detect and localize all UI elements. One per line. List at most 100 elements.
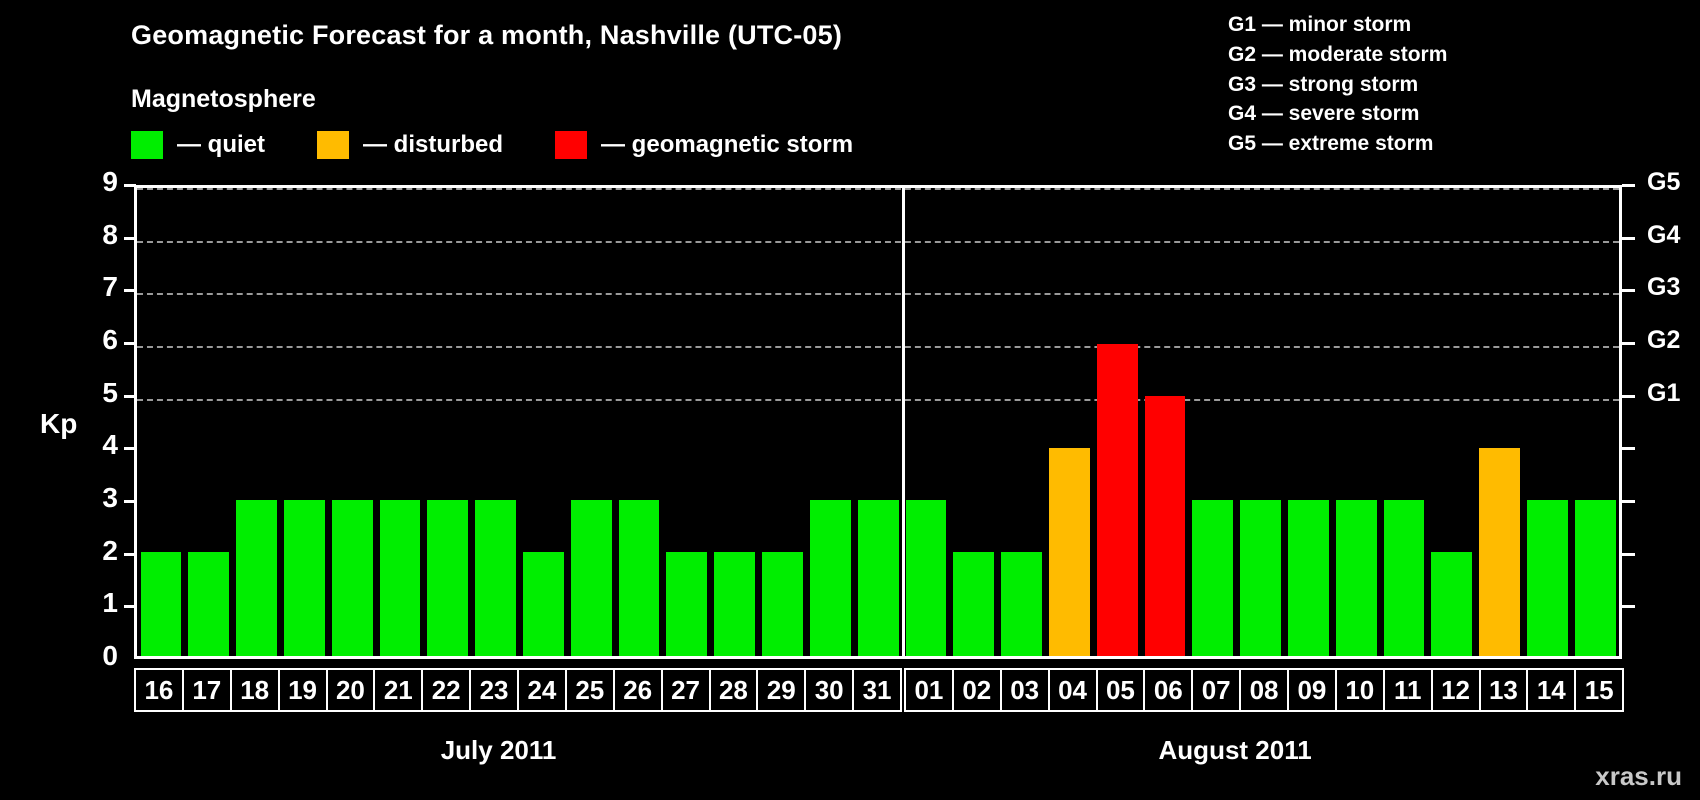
bar-cell [663, 188, 711, 656]
bar-day-17 [188, 552, 230, 656]
gridline-kp-7 [137, 293, 1619, 296]
bar-day-09 [1288, 500, 1329, 656]
right-axis-tick-2 [1622, 552, 1635, 556]
legend-item-quiet: — quiet [131, 131, 265, 159]
day-label-12: 12 [1430, 668, 1481, 712]
gridline-kp-6 [137, 346, 1619, 348]
bar-day-27 [666, 552, 708, 656]
right-axis-tick-1 [1622, 605, 1635, 609]
bar-cell [950, 188, 998, 656]
right-axis-tick-4 [1622, 447, 1635, 451]
y-tick-label-1: 1 [102, 587, 118, 619]
right-axis-tick-8 [1622, 236, 1635, 240]
day-label-08: 08 [1239, 668, 1289, 712]
g-scale-row-5: G5 — extreme storm [1228, 132, 1434, 156]
bar-cell [567, 188, 615, 656]
legend-swatch-quiet [131, 131, 163, 159]
y-tick-label-8: 8 [102, 218, 118, 250]
y-tick-label-3: 3 [102, 482, 118, 513]
day-label-01: 01 [904, 668, 954, 712]
day-label-14: 14 [1526, 668, 1577, 712]
legend-item-storm: — geomagnetic storm [555, 131, 853, 159]
bar-day-25 [570, 500, 612, 656]
bar-cell [376, 188, 424, 656]
magnetosphere-label: Magnetosphere [131, 85, 316, 113]
bar-day-19 [283, 500, 325, 656]
bar-cell [1045, 188, 1093, 656]
y-tick-2 [124, 552, 136, 556]
right-axis-tick-3 [1622, 500, 1635, 503]
y-tick-label-7: 7 [102, 271, 118, 303]
g-scale-row-4: G4 — severe storm [1228, 102, 1420, 126]
bar-cell [1571, 188, 1619, 656]
bar-cell [902, 188, 950, 656]
bar-day-18 [236, 500, 277, 656]
g-scale-legend: G1 — minor storm G2 — moderate storm G3 — … [1228, 10, 1447, 159]
legend-label-disturbed: — disturbed [363, 131, 504, 158]
y-tick-label-5: 5 [102, 376, 118, 408]
bar-day-21 [379, 500, 421, 656]
bar-cell [1141, 188, 1189, 656]
bar-cell [233, 188, 281, 656]
day-label-05: 05 [1095, 668, 1146, 712]
y-tick-1 [124, 605, 136, 609]
bar-day-06 [1144, 396, 1186, 656]
y-tick-7 [124, 289, 136, 293]
bar-day-07 [1192, 500, 1234, 656]
bar-cell [1189, 188, 1237, 656]
bar-day-23 [475, 500, 516, 656]
y-tick-label-4: 4 [102, 429, 118, 461]
bar-cell [759, 188, 807, 656]
day-label-09: 09 [1287, 668, 1337, 712]
day-label-03: 03 [999, 668, 1050, 712]
page-title: Geomagnetic Forecast for a month, Nashvi… [131, 20, 843, 50]
day-label-18: 18 [229, 668, 280, 712]
bar-cell [1332, 188, 1380, 656]
y-tick-3 [124, 500, 136, 503]
day-label-17: 17 [181, 668, 232, 712]
month-labels: July 2011 August 2011 [134, 735, 1622, 769]
bar-cell [280, 188, 328, 656]
bar-day-20 [331, 500, 373, 656]
bar-cell [998, 188, 1046, 656]
bar-cell [1524, 188, 1572, 656]
right-axis-label-g4: G4 [1647, 220, 1681, 249]
bar-day-10 [1335, 500, 1377, 656]
day-label-22: 22 [421, 668, 472, 712]
day-label-11: 11 [1382, 668, 1433, 712]
day-label-24: 24 [517, 668, 567, 712]
right-axis-tick-6 [1622, 342, 1635, 345]
right-axis-label-g3: G3 [1647, 273, 1681, 302]
bar-day-22 [427, 500, 469, 656]
bar-cell [1428, 188, 1476, 656]
month-divider [901, 188, 905, 656]
day-label-10: 10 [1334, 668, 1385, 712]
right-axis-tick-5 [1622, 394, 1635, 398]
day-label-28: 28 [708, 668, 759, 712]
bar-cell [1380, 188, 1428, 656]
day-label-06: 06 [1143, 668, 1194, 712]
bar-day-11 [1383, 500, 1425, 656]
bar-cell [185, 188, 233, 656]
right-axis-tick-9 [1622, 184, 1635, 187]
bar-day-16 [140, 552, 182, 656]
day-label-13: 13 [1478, 668, 1529, 712]
bar-cell [806, 188, 854, 656]
gridline-kp-9 [137, 188, 1619, 190]
y-tick-label-0: 0 [102, 640, 118, 671]
right-axis-label-g5: G5 [1647, 168, 1681, 196]
bar-cell [424, 188, 472, 656]
bar-day-29 [762, 552, 803, 656]
bar-day-05 [1096, 344, 1138, 656]
day-label-29: 29 [756, 668, 807, 712]
day-label-02: 02 [951, 668, 1002, 712]
y-tick-6 [124, 342, 136, 345]
bar-day-12 [1431, 552, 1473, 656]
y-tick-5 [124, 394, 136, 398]
y-tick-4 [124, 447, 136, 451]
bar-cell [1476, 188, 1524, 656]
day-label-16: 16 [134, 668, 184, 712]
bar-day-31 [857, 500, 899, 656]
bar-cell [472, 188, 520, 656]
